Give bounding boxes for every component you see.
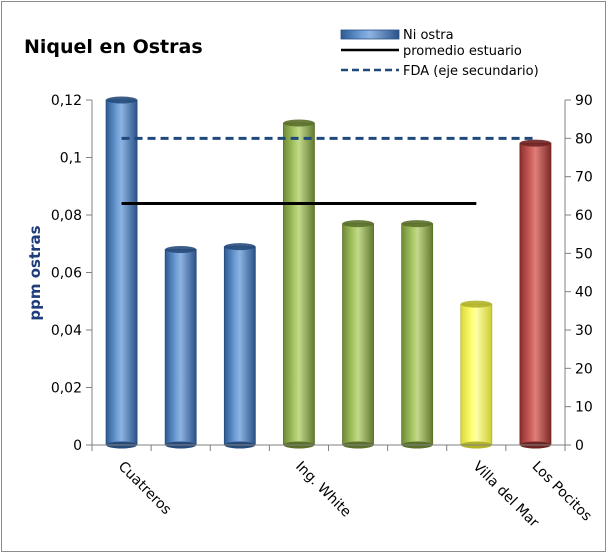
y2-tick-label: 0 <box>575 438 584 454</box>
bar-6 <box>401 220 434 449</box>
legend: Ni ostra promedio estuario FDA (eje secu… <box>340 28 539 79</box>
y-tick-label: 0,02 <box>51 381 82 397</box>
bar-1 <box>105 96 138 449</box>
y-tick-label: 0,06 <box>51 266 82 282</box>
y-tick-label: 0 <box>73 438 82 454</box>
y2-tick-label: 40 <box>575 285 593 301</box>
y-tick-label: 0,04 <box>51 323 82 339</box>
bar-5 <box>342 220 374 449</box>
y-tick-label: 0,1 <box>60 151 82 167</box>
y-axis-title: ppm ostras <box>26 225 44 320</box>
x-tick-label: Los Pocitos <box>529 459 595 525</box>
y2-tick-label: 10 <box>575 400 593 416</box>
y2-tick-label: 60 <box>575 208 593 224</box>
y2-tick-label: 50 <box>575 246 593 262</box>
legend-label-promedio: promedio estuario <box>403 44 522 59</box>
y-tick-label: 0,08 <box>51 208 82 224</box>
axis-lines <box>91 100 566 451</box>
bar-4 <box>283 119 315 449</box>
chart-title: Niquel en Ostras <box>24 36 203 58</box>
x-tick-label: Ing. White <box>292 459 354 521</box>
bar-series <box>105 96 552 449</box>
legend-label-fda: FDA (eje secundario) <box>403 64 539 79</box>
y2-tick-label: 70 <box>575 170 593 186</box>
bar-2 <box>164 246 197 449</box>
bar-8 <box>519 139 552 449</box>
bar-3 <box>223 243 256 449</box>
y2-axis: 0 10 20 30 40 50 60 70 80 90 <box>565 93 593 454</box>
y2-tick-label: 30 <box>575 323 593 339</box>
bar-7 <box>460 300 493 449</box>
legend-label-bars: Ni ostra <box>403 28 454 43</box>
y2-tick-label: 20 <box>575 361 593 377</box>
legend-swatch-bars <box>340 29 400 40</box>
y2-tick-label: 90 <box>575 93 593 109</box>
x-tick-label: Cuatreros <box>115 459 174 518</box>
reference-lines <box>121 136 536 205</box>
y-tick-label: 0,12 <box>51 93 82 109</box>
y2-tick-label: 80 <box>575 131 593 147</box>
y-axis: 0 0,02 0,04 0,06 0,08 0,1 0,12 <box>51 93 92 454</box>
